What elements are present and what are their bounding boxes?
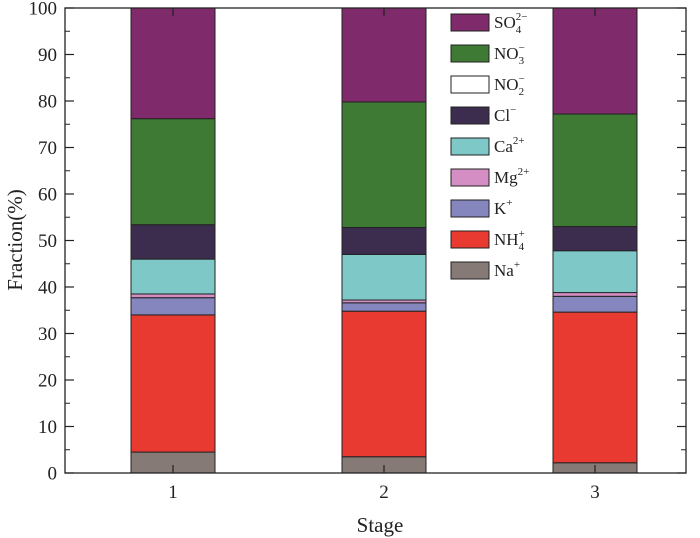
legend-swatch (450, 137, 490, 156)
x-tick-label: 1 (168, 482, 178, 503)
legend-swatch (450, 230, 490, 249)
bar-segment-7-stage-3 (552, 113, 638, 228)
bar-segment-5-stage-3 (552, 226, 638, 252)
y-tick-label: 50 (38, 231, 57, 252)
bar-segment-1-stage-3 (552, 311, 638, 464)
y-tick-label: 30 (38, 324, 57, 345)
legend-swatch (450, 106, 490, 125)
legend-label: NO− 2 (494, 73, 525, 98)
y-tick-label: 80 (38, 92, 57, 113)
y-tick-label: 100 (29, 0, 58, 20)
bar-segment-2-stage-3 (552, 295, 638, 313)
x-tick-label: 2 (379, 482, 389, 503)
legend-swatch (450, 261, 490, 280)
y-tick-label: 40 (38, 278, 57, 299)
x-tick-label: 3 (590, 482, 600, 503)
bar-segment-7-stage-2 (341, 101, 427, 228)
axes-layer: 0 10 20 30 40 50 60 70 80 90 100 1 2 3 (29, 0, 686, 503)
legend-swatch (450, 75, 490, 94)
legend-label: NH+ 4 (494, 228, 525, 253)
legend-label: SO2− 4 (494, 11, 527, 36)
y-tick-label: 60 (38, 185, 57, 206)
legend-label: K+ (494, 197, 513, 218)
bar-segment-4-stage-3 (552, 250, 638, 294)
bar-segment-4-stage-1 (130, 258, 216, 295)
bar-segment-8-stage-3 (552, 7, 638, 115)
bar-segment-5-stage-2 (341, 226, 427, 255)
y-tick-label: 10 (38, 417, 57, 438)
bar-segment-3-stage-3 (552, 292, 638, 297)
legend-swatch (450, 199, 490, 218)
y-tick-label: 20 (38, 371, 57, 392)
y-tick-label: 90 (38, 45, 57, 66)
legend-label: NO− 3 (494, 42, 525, 67)
legend-label: Cl− (494, 104, 516, 125)
legend-swatch (450, 168, 490, 187)
bar-segment-2-stage-1 (130, 297, 216, 316)
legend-label: Ca2+ (494, 135, 525, 156)
x-axis-title: Stage (357, 513, 404, 537)
y-axis-title: Fraction(%) (3, 189, 27, 290)
legend-swatch (450, 13, 490, 32)
y-tick-label: 0 (48, 464, 58, 485)
y-tick-label: 70 (38, 138, 57, 159)
bar-segment-5-stage-1 (130, 224, 216, 260)
legend: SO2− 4 NO− 3 NO− 2 Cl− Ca2+ Mg2+ K+ NH+ 4 Na+ (450, 11, 529, 280)
legend-label: Na+ (494, 259, 520, 280)
legend-swatch (450, 44, 490, 63)
bar-segment-1-stage-2 (341, 310, 427, 458)
bar-segment-4-stage-2 (341, 253, 427, 301)
legend-label: Mg2+ (494, 166, 529, 187)
bar-segment-8-stage-1 (130, 7, 216, 120)
bar-segment-3-stage-1 (130, 293, 216, 299)
bar-segment-8-stage-2 (341, 7, 427, 103)
bars-layer (130, 7, 638, 474)
bar-segment-7-stage-1 (130, 118, 216, 226)
bar-segment-1-stage-1 (130, 314, 216, 453)
bar-segment-2-stage-2 (341, 302, 427, 312)
